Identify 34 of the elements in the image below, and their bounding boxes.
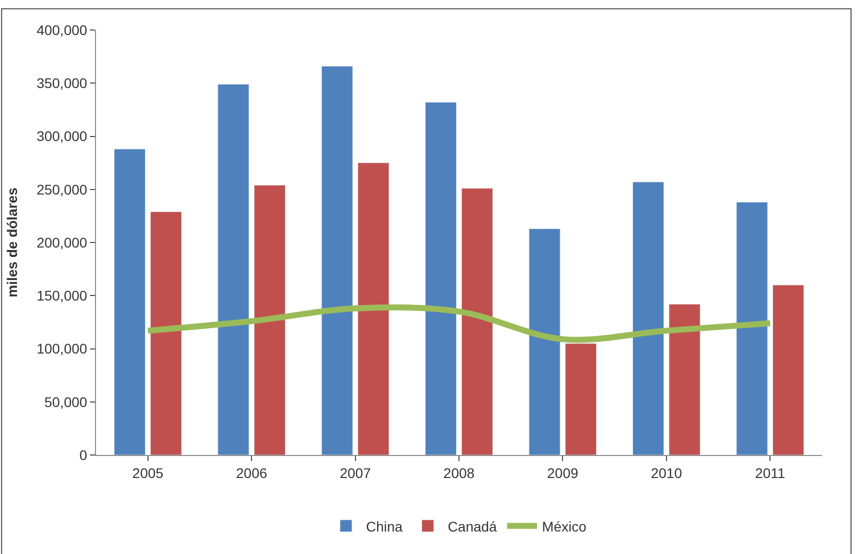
bar — [528, 228, 560, 455]
y-tick-label: 400,000 — [36, 22, 88, 38]
y-axis-title: miles de dólares — [4, 187, 20, 298]
y-tick-label: 0 — [79, 446, 88, 463]
bar — [772, 284, 804, 455]
x-tick-label: 2011 — [755, 464, 786, 481]
bar — [565, 343, 597, 455]
y-tick-label: 150,000 — [36, 288, 88, 304]
bar — [321, 66, 353, 455]
bar — [736, 202, 768, 455]
y-tick-label: 250,000 — [36, 181, 88, 198]
bar — [114, 148, 146, 455]
x-tick-label: 2009 — [547, 464, 578, 481]
bar — [668, 304, 700, 455]
bar — [425, 102, 457, 455]
bar — [461, 188, 493, 455]
x-tick-label: 2005 — [132, 464, 164, 481]
bar — [218, 84, 250, 455]
x-tick-label: 2010 — [650, 464, 682, 481]
y-tick-label: 200,000 — [36, 234, 88, 250]
x-tick-label: 2007 — [340, 464, 372, 481]
y-tick-label: 100,000 — [36, 340, 88, 357]
bar — [358, 162, 390, 455]
bar — [150, 211, 182, 455]
y-tick-label: 350,000 — [36, 75, 88, 92]
y-tick-label: 300,000 — [36, 128, 88, 144]
legend-label: Canadá — [448, 518, 498, 534]
legend-label: México — [542, 518, 587, 534]
y-tick-label: 50,000 — [44, 394, 88, 410]
legend-label: China — [366, 518, 403, 534]
x-tick-label: 2006 — [236, 464, 268, 481]
bar — [254, 184, 286, 455]
bar — [632, 182, 664, 455]
x-tick-label: 2008 — [443, 464, 475, 481]
